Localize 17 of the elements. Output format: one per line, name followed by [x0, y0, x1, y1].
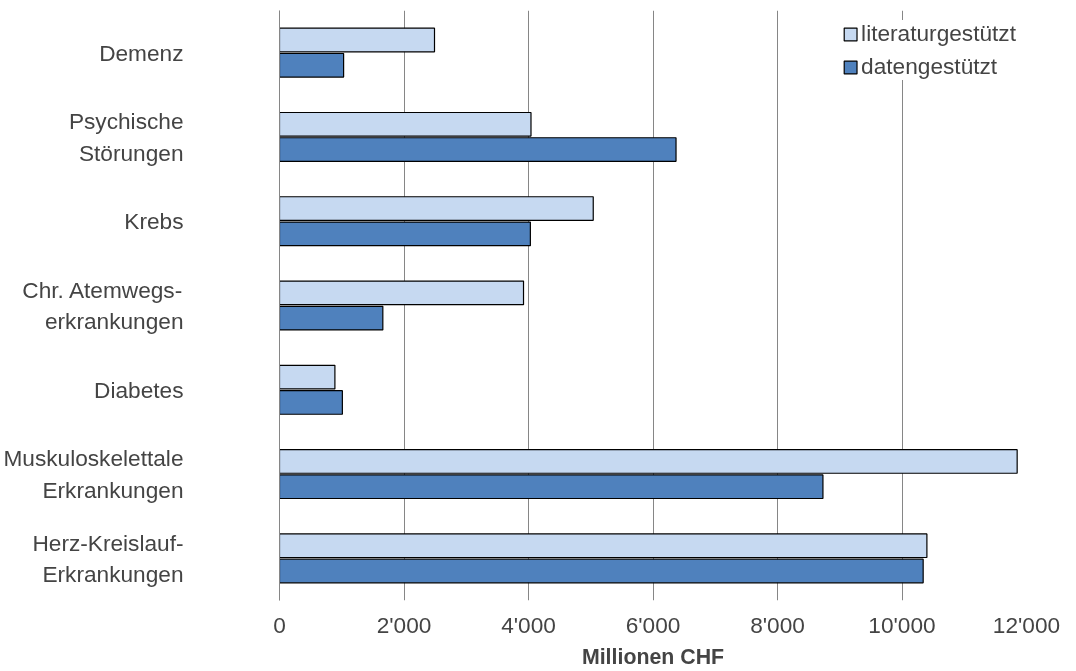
y-tick-label: Psychische Störungen	[68, 108, 184, 166]
y-tick-label: Diabetes	[94, 376, 184, 403]
x-tick-label: 12'000	[992, 611, 1061, 638]
legend-label: datengestützt	[861, 53, 998, 80]
x-axis-title: Millionen CHF	[581, 644, 725, 669]
x-tick-label: 4'000	[501, 611, 556, 638]
y-tick-label: Muskuloskelettale Erkrankungen	[3, 445, 184, 503]
x-tick-label: 0	[273, 611, 286, 638]
y-tick-label: Chr. Atemwegs- erkrankungen	[22, 276, 184, 335]
y-tick-label: Herz-Kreislauf- Erkrankungen	[32, 529, 184, 587]
legend-label: literaturgestützt	[861, 20, 1016, 47]
y-tick-label: Krebs	[124, 208, 184, 235]
x-tick-label: 8'000	[750, 611, 805, 638]
y-tick-label: Demenz	[99, 39, 184, 66]
x-tick-label: 6'000	[625, 611, 681, 638]
x-tick-label: 2'000	[376, 611, 432, 638]
x-tick-label: 10'000	[868, 611, 936, 638]
